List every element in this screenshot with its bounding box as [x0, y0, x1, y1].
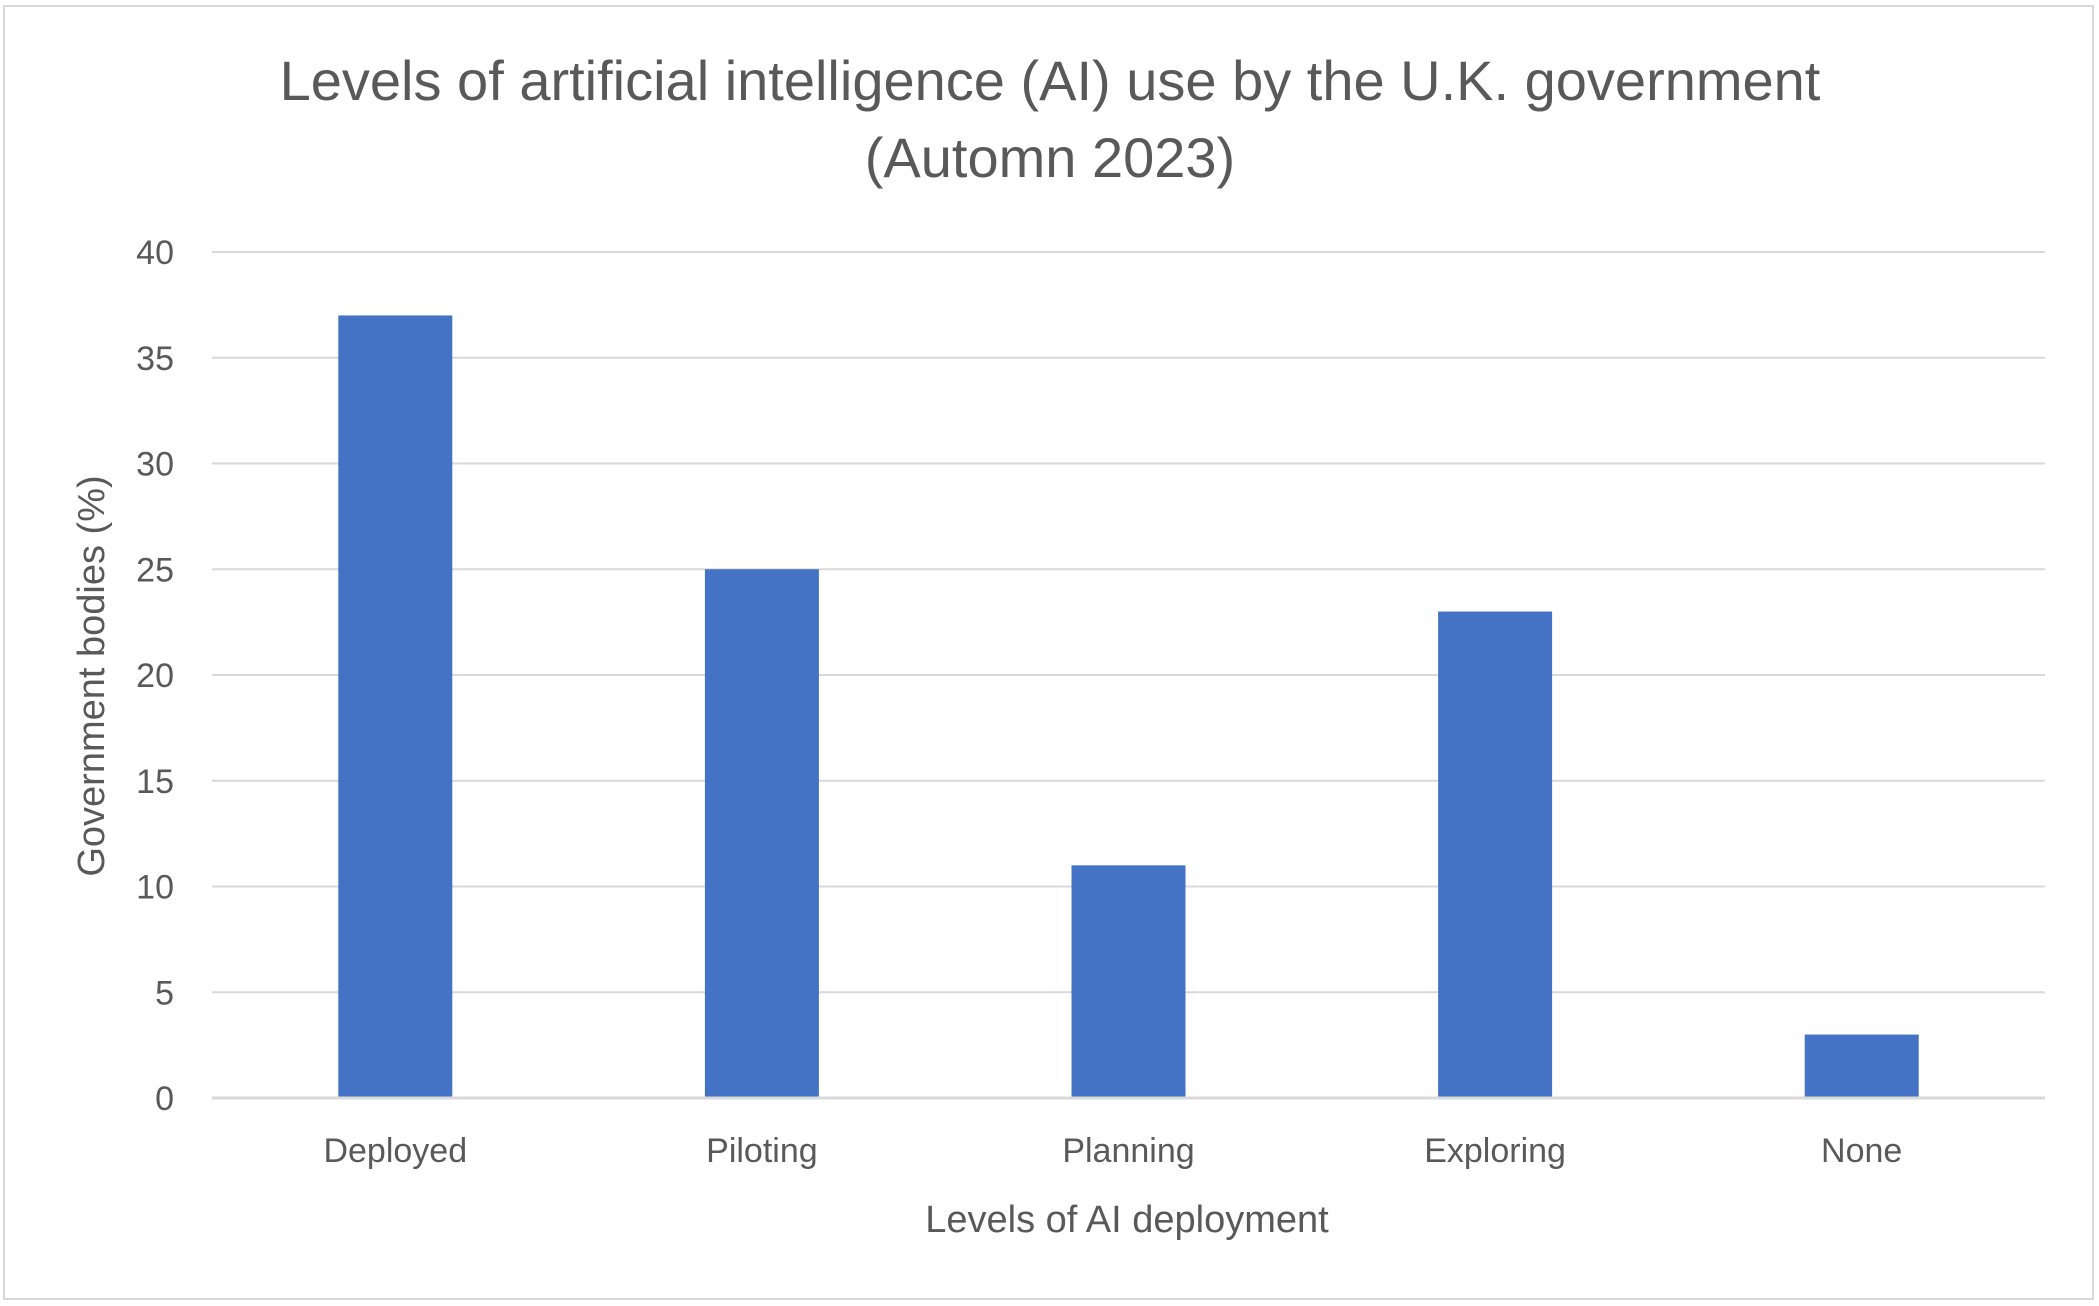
chart-title-line-1: Levels of artificial intelligence (AI) u… [280, 49, 1821, 112]
bar-piloting [704, 569, 819, 1098]
y-tick-label: 40 [136, 234, 174, 272]
x-axis-tick-labels: Deployed Piloting Planning Exploring None [323, 1132, 1902, 1170]
y-tick-label: 5 [155, 974, 174, 1012]
x-axis-title: Levels of AI deployment [925, 1199, 1329, 1241]
y-tick-label: 30 [136, 446, 174, 484]
x-tick-label: Planning [1062, 1132, 1194, 1170]
y-axis-title: Government bodies (%) [71, 475, 113, 876]
bar-planning [1071, 865, 1186, 1098]
y-tick-label: 10 [136, 869, 174, 907]
y-axis-tick-labels: 0 5 10 15 20 25 30 35 40 [136, 234, 174, 1118]
bars [338, 315, 1919, 1098]
y-tick-label: 35 [136, 340, 174, 378]
chart-title-line-2: (Automn 2023) [865, 126, 1235, 189]
y-tick-label: 15 [136, 763, 174, 801]
y-tick-label: 0 [155, 1080, 174, 1118]
y-tick-label: 25 [136, 551, 174, 589]
x-tick-label: Exploring [1424, 1132, 1566, 1170]
x-tick-label: Deployed [323, 1132, 467, 1170]
y-tick-label: 20 [136, 657, 174, 695]
x-tick-label: Piloting [706, 1132, 818, 1170]
x-tick-label: None [1821, 1132, 1902, 1170]
bar-exploring [1438, 611, 1553, 1098]
bar-none [1804, 1034, 1919, 1098]
chart-title: Levels of artificial intelligence (AI) u… [280, 49, 1821, 189]
bar-deployed [338, 315, 453, 1098]
